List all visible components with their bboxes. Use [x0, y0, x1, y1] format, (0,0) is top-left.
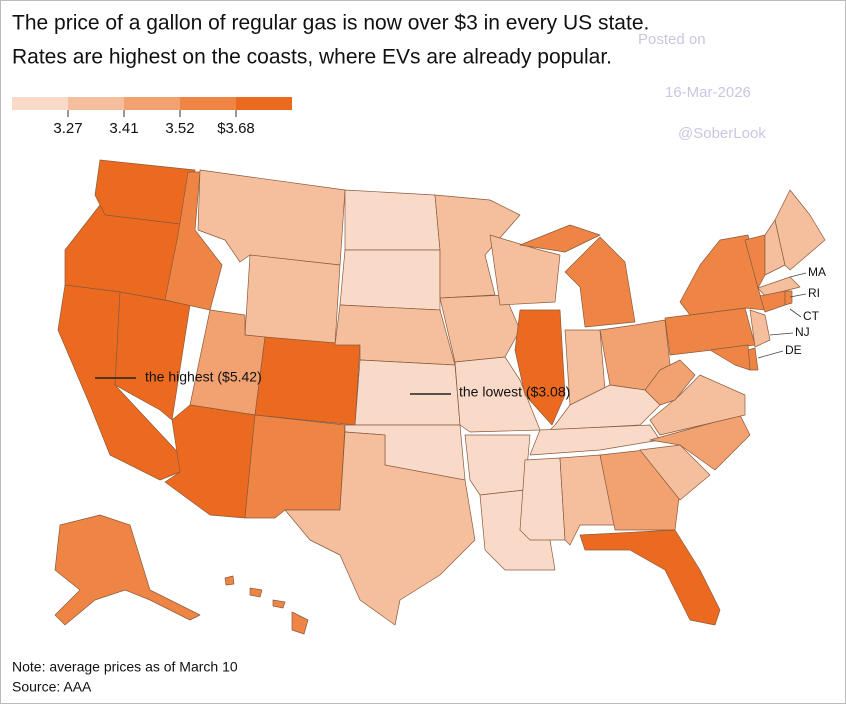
- legend: 3.27 3.41 3.52 $3.68: [12, 97, 292, 137]
- state: [291, 611, 309, 635]
- state-label: RI: [808, 286, 820, 300]
- legend-label: 3.41: [109, 120, 138, 137]
- state: [749, 309, 771, 348]
- state-label: CT: [803, 309, 820, 323]
- state: [564, 236, 636, 328]
- state-label: DE: [785, 343, 802, 357]
- state: [784, 290, 793, 306]
- state: [249, 587, 263, 598]
- legend-swatch: [68, 97, 124, 110]
- note: Note: average prices as of March 10: [12, 659, 238, 675]
- annotations: the highest ($5.42) the lowest ($3.08): [95, 369, 570, 400]
- state: [489, 234, 561, 306]
- legend-swatch: [180, 97, 236, 110]
- state: [514, 309, 566, 426]
- source: Source: AAA: [12, 679, 92, 695]
- watermark: @SoberLook: [678, 125, 766, 142]
- annotation: the highest ($5.42): [145, 369, 262, 385]
- state: [519, 457, 566, 541]
- state: [434, 194, 521, 299]
- label-leader: [769, 332, 794, 336]
- state: [354, 359, 461, 426]
- legend-label: $3.68: [217, 120, 255, 137]
- annotation: the lowest ($3.08): [459, 384, 570, 400]
- state: [284, 431, 476, 626]
- label-leader: [789, 293, 807, 298]
- legend-label: 3.27: [53, 120, 82, 137]
- state: [639, 444, 711, 501]
- map: MA RI CT NJ DE: [54, 159, 826, 635]
- state: [439, 294, 521, 363]
- state: [54, 514, 201, 626]
- state: [244, 414, 346, 519]
- state: [344, 189, 441, 251]
- state: [244, 254, 341, 346]
- state: [164, 171, 223, 311]
- state: [464, 434, 531, 496]
- state-label: NJ: [795, 325, 810, 339]
- state: [644, 359, 696, 406]
- state: [649, 374, 746, 436]
- watermark: 16-Mar-2026: [665, 84, 751, 101]
- state: [224, 575, 235, 586]
- state: [519, 224, 601, 253]
- state: [774, 189, 826, 271]
- watermark: Posted on: [638, 31, 706, 48]
- state: [339, 249, 441, 311]
- label-leader: [789, 272, 807, 278]
- legend-swatch: [236, 97, 292, 110]
- state: [272, 599, 286, 609]
- state: [709, 344, 751, 371]
- label-leader: [789, 308, 802, 318]
- title-line: The price of a gallon of regular gas is …: [12, 12, 649, 35]
- state: [529, 424, 661, 456]
- legend-swatch: [12, 97, 68, 110]
- title-line: Rates are highest on the coasts, where E…: [12, 46, 612, 69]
- state: [197, 169, 346, 266]
- state-label: MA: [808, 265, 826, 279]
- legend-label: 3.52: [165, 120, 194, 137]
- legend-swatch: [124, 97, 180, 110]
- state: [579, 529, 721, 626]
- state: [757, 276, 801, 297]
- state: [254, 336, 361, 426]
- label-leader: [757, 350, 784, 359]
